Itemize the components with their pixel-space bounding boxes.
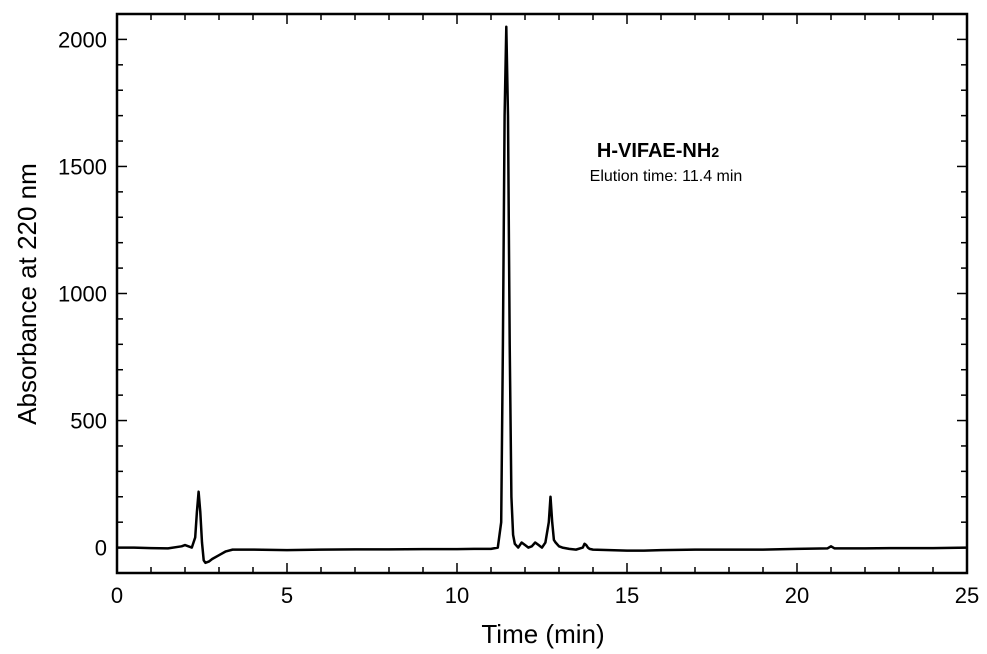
x-tick-label: 0 bbox=[111, 583, 123, 608]
y-tick-label: 0 bbox=[95, 536, 107, 561]
y-axis-ticks: 0 500 1000 1500 2000 bbox=[58, 13, 967, 574]
annotation-compound-subscript: 2 bbox=[711, 144, 719, 160]
x-tick-label: 15 bbox=[615, 583, 639, 608]
x-tick-label: 10 bbox=[445, 583, 469, 608]
chromatogram-trace bbox=[117, 25, 968, 565]
annotation-compound-main: H-VIFAE-NH bbox=[597, 140, 711, 162]
annotation-elution-time: Elution time: 11.4 min bbox=[590, 168, 743, 185]
x-axis-ticks: 0 5 10 15 20 25 bbox=[111, 14, 979, 608]
annotation-compound: H-VIFAE-NH2 bbox=[597, 140, 719, 162]
y-axis-title: Absorbance at 220 nm bbox=[12, 163, 42, 425]
x-tick-label: 20 bbox=[785, 583, 809, 608]
x-tick-label: 25 bbox=[955, 583, 979, 608]
x-tick-label: 5 bbox=[281, 583, 293, 608]
y-tick-label: 1500 bbox=[58, 154, 107, 179]
y-tick-label: 500 bbox=[70, 409, 107, 434]
x-axis-title: Time (min) bbox=[481, 619, 604, 649]
y-tick-label: 2000 bbox=[58, 27, 107, 52]
y-tick-label: 1000 bbox=[58, 282, 107, 307]
plot-frame bbox=[115, 12, 969, 575]
